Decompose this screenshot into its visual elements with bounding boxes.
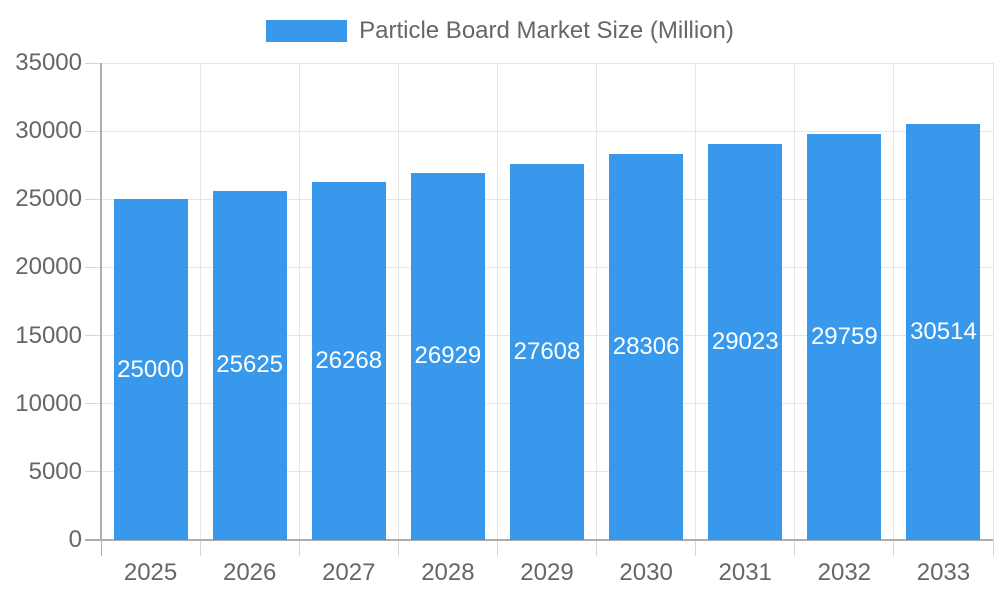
legend-label: Particle Board Market Size (Million) <box>359 17 734 44</box>
y-axis-tick-label: 35000 <box>15 49 82 76</box>
y-axis-tick-label: 25000 <box>15 185 82 213</box>
x-axis-tick-label: 2031 <box>718 559 772 586</box>
bar[interactable] <box>609 154 684 540</box>
bar-value-label: 26268 <box>315 347 383 374</box>
y-axis-tick <box>85 266 101 268</box>
bar[interactable] <box>906 124 981 540</box>
bar-value-label: 27608 <box>513 337 581 365</box>
bar[interactable] <box>807 134 882 540</box>
bar-value-label: 28306 <box>612 333 680 361</box>
y-axis-tick <box>85 335 101 337</box>
y-axis-tick-label: 0 <box>68 526 82 553</box>
bar-value-label: 26929 <box>414 342 482 370</box>
x-axis-tick <box>496 540 498 556</box>
bar[interactable] <box>708 144 783 540</box>
gridline-vertical <box>893 63 895 540</box>
x-axis-tick-label: 2028 <box>421 559 475 586</box>
y-axis-tick <box>85 403 101 405</box>
legend[interactable]: Particle Board Market Size (Million) <box>0 17 1000 45</box>
y-axis-tick-label: 10000 <box>15 389 82 417</box>
gridline-vertical <box>496 63 498 540</box>
x-axis-tick <box>992 540 994 556</box>
bar[interactable] <box>212 190 287 540</box>
bar[interactable] <box>510 163 584 540</box>
bar-value-label: 30514 <box>910 318 977 346</box>
gridline-vertical <box>695 63 697 540</box>
bar-value-label: 25625 <box>216 351 284 379</box>
x-axis-tick <box>199 540 201 556</box>
bar-value-label: 29023 <box>711 328 779 356</box>
x-axis-tick <box>695 540 697 556</box>
y-axis-tick-label: 5000 <box>28 457 82 485</box>
y-axis-line <box>100 63 102 540</box>
y-axis-tick-label: 20000 <box>15 253 82 281</box>
x-axis-tick <box>794 540 796 556</box>
bar-value-label: 29759 <box>810 323 878 351</box>
x-axis-tick-label: 2026 <box>222 559 277 586</box>
x-axis-tick-label: 2025 <box>123 559 178 586</box>
x-axis-tick-label: 2032 <box>817 559 872 586</box>
gridline-vertical <box>596 63 598 540</box>
y-axis-tick-label: 30000 <box>15 117 82 145</box>
x-axis-tick <box>100 540 102 556</box>
bar[interactable] <box>113 199 188 540</box>
gridline-horizontal <box>101 130 993 132</box>
bar[interactable] <box>311 182 386 540</box>
bar-value-label: 25000 <box>117 355 184 383</box>
x-axis-tick-label: 2027 <box>322 559 376 586</box>
gridline-vertical <box>794 63 796 540</box>
x-axis-tick <box>596 540 598 556</box>
y-axis-tick <box>85 62 101 64</box>
gridline-vertical <box>992 63 994 540</box>
gridline-horizontal <box>101 62 993 64</box>
x-axis-line <box>85 539 993 541</box>
y-axis-tick <box>85 471 101 473</box>
gridline-vertical <box>298 63 300 540</box>
bar[interactable] <box>410 172 485 540</box>
y-axis-tick <box>85 198 101 200</box>
x-axis-tick-label: 2030 <box>619 559 673 586</box>
x-axis-tick <box>893 540 895 556</box>
gridline-vertical <box>397 63 399 540</box>
legend-swatch[interactable] <box>266 20 348 42</box>
x-axis-tick-label: 2033 <box>916 559 971 586</box>
x-axis-tick <box>397 540 399 556</box>
y-axis-tick <box>85 130 101 132</box>
gridline-vertical <box>199 63 201 540</box>
x-axis-tick-label: 2029 <box>520 559 574 586</box>
x-axis-tick <box>298 540 300 556</box>
y-axis-tick-label: 15000 <box>15 321 82 349</box>
